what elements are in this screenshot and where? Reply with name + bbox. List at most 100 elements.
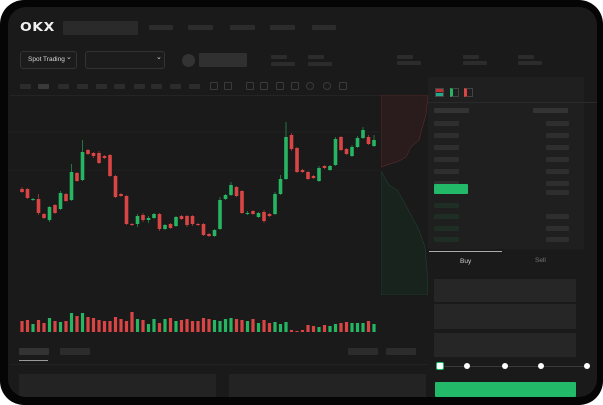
ask-price xyxy=(434,145,459,150)
slider-stop-100[interactable] xyxy=(584,363,590,369)
volume-bar xyxy=(284,322,288,332)
chevron-down-icon[interactable] xyxy=(224,82,232,90)
volume-bar xyxy=(234,319,239,332)
volume-bar xyxy=(267,323,272,332)
candle-body xyxy=(372,140,376,146)
volume-bar xyxy=(69,313,74,332)
tab-order-history[interactable] xyxy=(60,348,90,355)
timeframe-button[interactable] xyxy=(114,84,125,89)
bid-price xyxy=(434,214,459,219)
camera-icon[interactable] xyxy=(306,82,314,90)
candle xyxy=(361,127,365,139)
slider-stop-50[interactable] xyxy=(502,363,508,369)
candle xyxy=(36,194,41,215)
settings-icon[interactable] xyxy=(323,82,331,90)
candle-body xyxy=(240,191,244,213)
nav-item[interactable] xyxy=(230,25,255,30)
timeframe-button[interactable] xyxy=(134,84,145,89)
market-type-select[interactable]: Spot Trading ⌄ xyxy=(20,51,77,69)
volume-bar xyxy=(190,321,195,332)
sell-tab[interactable]: Sell xyxy=(502,251,575,271)
ruler-icon[interactable] xyxy=(291,82,299,90)
nav-item[interactable] xyxy=(270,25,295,30)
nav-item[interactable] xyxy=(312,25,336,30)
orderbook-both-view-icon[interactable] xyxy=(435,88,444,97)
volume-bar xyxy=(108,321,112,332)
stat-value xyxy=(271,62,295,66)
search-bar[interactable] xyxy=(63,21,138,35)
timeframe-button[interactable] xyxy=(170,84,181,89)
candle-body xyxy=(300,170,305,172)
buy-tab[interactable]: Buy xyxy=(429,251,502,271)
volume-bar xyxy=(300,330,305,332)
timeframe-button[interactable] xyxy=(20,84,31,89)
volume-bar xyxy=(372,324,376,332)
tab-open-orders[interactable] xyxy=(19,348,49,355)
candle xyxy=(86,149,90,155)
ask-price xyxy=(434,157,459,162)
pair-select[interactable]: ⌄ xyxy=(85,51,165,69)
bid-amount xyxy=(546,226,569,231)
candle-body xyxy=(196,224,200,225)
buy-submit-button[interactable] xyxy=(435,382,576,397)
amount-input[interactable] xyxy=(434,304,576,329)
orderbook-asks-view-icon[interactable] xyxy=(464,88,473,97)
volume-bar xyxy=(53,321,57,332)
filter-button[interactable] xyxy=(386,348,416,355)
candle-body xyxy=(201,224,206,235)
stat-value xyxy=(518,61,542,65)
coin-icon xyxy=(182,54,195,67)
fullscreen-icon[interactable] xyxy=(339,82,347,90)
candle xyxy=(75,172,79,182)
slider-stop-75[interactable] xyxy=(538,363,544,369)
candle-body xyxy=(311,176,316,178)
candle xyxy=(201,223,206,236)
timeframe-button[interactable] xyxy=(58,84,69,89)
timeframe-button[interactable] xyxy=(189,84,200,89)
candle xyxy=(212,229,217,237)
candle-body xyxy=(218,200,222,229)
amount-slider[interactable] xyxy=(436,362,590,370)
volume-bar xyxy=(207,319,211,332)
okx-logo[interactable]: OKX xyxy=(20,20,55,34)
total-input[interactable] xyxy=(434,333,576,357)
volume-bar xyxy=(223,319,228,332)
indicator-icon[interactable] xyxy=(210,82,218,90)
candle xyxy=(185,215,189,227)
volume-bar xyxy=(174,321,178,332)
candle xyxy=(69,164,74,201)
nav-item[interactable] xyxy=(149,25,173,30)
nav-item[interactable] xyxy=(188,25,213,30)
slider-stop-25[interactable] xyxy=(464,363,470,369)
price-input[interactable] xyxy=(434,279,576,302)
candle xyxy=(168,223,173,229)
slider-handle[interactable] xyxy=(436,362,444,370)
volume-bar xyxy=(328,326,332,332)
ask-amount xyxy=(546,169,569,174)
drawing-icon[interactable] xyxy=(246,82,254,90)
line-icon[interactable] xyxy=(276,82,284,90)
timeframe-button[interactable] xyxy=(96,84,107,89)
timeframe-button[interactable] xyxy=(38,84,49,89)
volume-bar xyxy=(64,321,68,332)
candle-body xyxy=(278,179,283,194)
orderbook-bids-view-icon[interactable] xyxy=(450,88,459,97)
volume-bar xyxy=(355,323,360,332)
timeframe-button[interactable] xyxy=(77,84,88,89)
candle xyxy=(47,206,52,222)
volume-bar xyxy=(168,318,173,332)
candle-body xyxy=(108,155,112,176)
last-price-badge xyxy=(434,184,468,194)
volume-bar xyxy=(196,321,200,332)
candlestick-chart[interactable] xyxy=(8,95,428,335)
filter-button[interactable] xyxy=(348,348,378,355)
timeframe-button[interactable] xyxy=(151,84,162,89)
bid-price xyxy=(434,226,459,231)
candle xyxy=(179,215,184,220)
candle-body xyxy=(328,166,332,170)
volume-bar xyxy=(218,321,222,332)
candle-body xyxy=(322,166,327,168)
volume-bar xyxy=(311,326,316,332)
bid-price xyxy=(434,203,459,208)
chevron-down-icon[interactable] xyxy=(260,82,268,90)
